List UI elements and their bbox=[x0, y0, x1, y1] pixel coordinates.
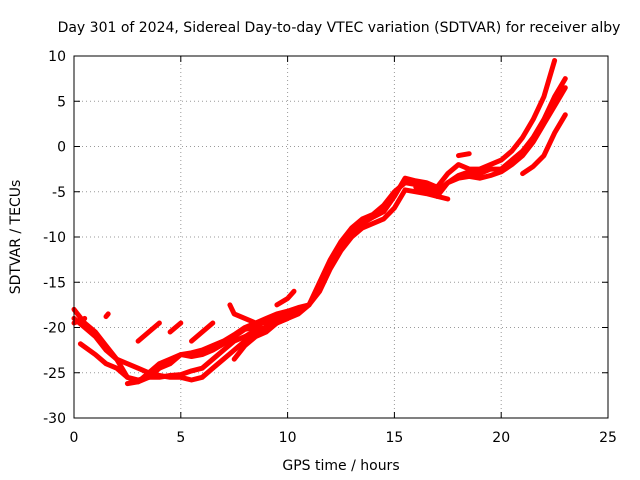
x-tick-label: 25 bbox=[599, 430, 617, 446]
series-arc-8 bbox=[103, 311, 111, 320]
y-tick-label: 0 bbox=[57, 140, 66, 156]
series-arc-6 bbox=[520, 112, 568, 177]
y-tick-label: -10 bbox=[43, 230, 66, 246]
grid bbox=[74, 56, 608, 418]
axis-ticks: 0 5 10 15 20 25 -30 -25 -20 -15 -10 -5 0 5 10 bbox=[43, 49, 617, 446]
x-tick-label: 20 bbox=[492, 430, 510, 446]
y-tick-label: -25 bbox=[43, 366, 66, 382]
y-tick-label: -30 bbox=[43, 411, 66, 427]
x-tick-label: 5 bbox=[176, 430, 185, 446]
series-arc-7 bbox=[71, 315, 88, 326]
x-tick-label: 10 bbox=[279, 430, 297, 446]
series-arc-5 bbox=[227, 58, 558, 326]
y-axis-label: SDTVAR / TECUs bbox=[8, 180, 24, 295]
y-tick-label: -20 bbox=[43, 321, 66, 337]
x-axis-label: GPS time / hours bbox=[282, 458, 399, 474]
series-arc-12 bbox=[231, 315, 291, 362]
series-arc-11 bbox=[189, 320, 216, 344]
data-series bbox=[71, 58, 568, 387]
y-tick-label: -5 bbox=[52, 185, 66, 201]
series-arc-4 bbox=[124, 85, 568, 387]
series-arc-10 bbox=[167, 320, 184, 335]
y-tick-label: 5 bbox=[57, 94, 66, 110]
chart-title: Day 301 of 2024, Sidereal Day-to-day VTE… bbox=[58, 20, 621, 36]
series-arc-13 bbox=[274, 288, 297, 308]
x-tick-label: 0 bbox=[70, 430, 79, 446]
x-tick-label: 15 bbox=[385, 430, 403, 446]
y-tick-label: -15 bbox=[43, 275, 66, 291]
series-arc-9 bbox=[135, 320, 162, 344]
y-tick-label: 10 bbox=[48, 49, 66, 65]
series-arc-14 bbox=[413, 184, 451, 202]
series-arc-15 bbox=[456, 151, 472, 159]
